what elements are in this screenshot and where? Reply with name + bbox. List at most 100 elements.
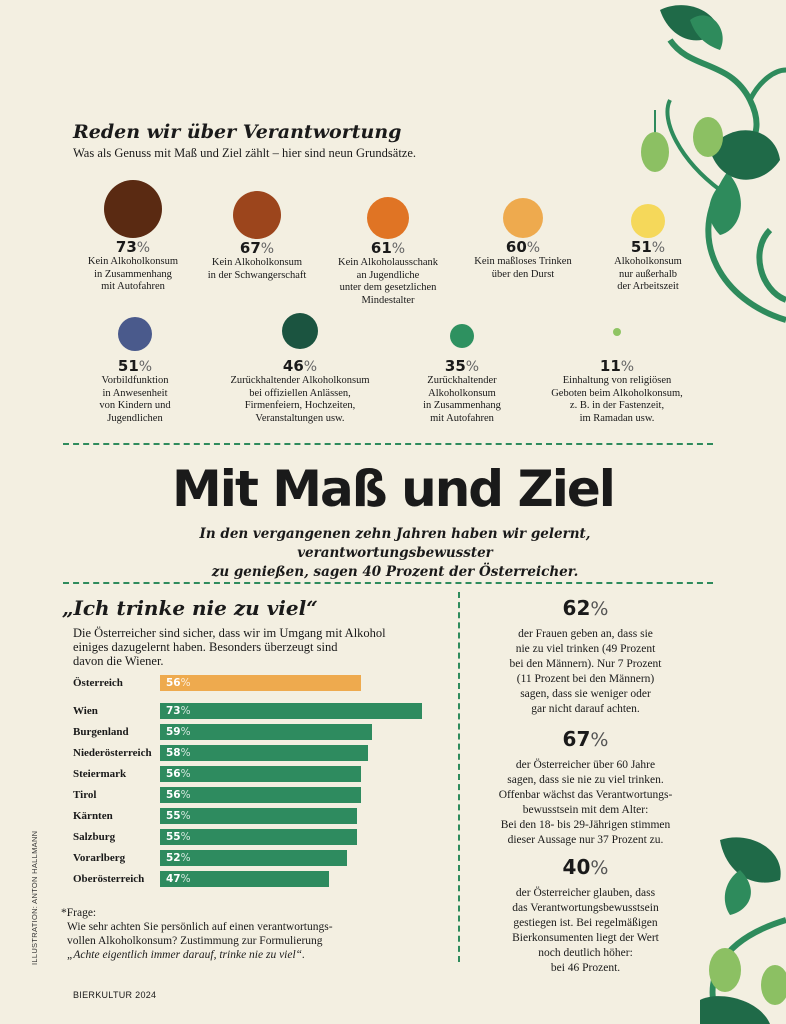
bar-value-label: 55% <box>166 810 191 822</box>
bar: 55% <box>160 829 358 845</box>
bar: 56% <box>160 787 361 803</box>
chart-title: „Ich trinke nie zu viel“ <box>62 596 318 620</box>
stat-block: 67% der Österreicher über 60 Jahre sagen,… <box>478 727 693 848</box>
principle-percent: 51% <box>117 357 153 375</box>
footnote: *Frage: Wie sehr achten Sie persönlich a… <box>61 906 387 962</box>
bar-value-label: 58% <box>166 747 191 759</box>
dashed-column-divider <box>458 592 460 962</box>
chart-intro: Die Österreicher sind sicher, dass wir i… <box>73 626 386 668</box>
lead-line: zu genießen, sagen 40 Prozent der Österr… <box>211 564 579 580</box>
bar-label: Burgenland <box>73 726 129 738</box>
bar-label: Niederösterreich <box>73 747 152 759</box>
footnote-quote: „Achte eigentlich immer darauf, trinke n… <box>67 949 305 961</box>
stat-text: der Österreicher glauben, dass das Verant… <box>512 887 659 974</box>
percentage-circle <box>282 313 318 349</box>
principle-item: 51% Vorbildfunktion in Anwesenheit von Kind… <box>50 317 220 425</box>
bar-value-label: 55% <box>166 831 191 843</box>
footnote-line: Wie sehr achten Sie persönlich auf einen… <box>67 921 333 933</box>
principle-description: Kein maßloses Trinken über den Durst <box>474 256 572 280</box>
principle-percent: 35% <box>444 357 480 375</box>
principle-description: Vorbildfunktion in Anwesenheit von Kindern… <box>99 375 171 424</box>
bar-row: Vorarlberg 52% <box>73 850 453 866</box>
bar-row: Österreich 56% <box>73 675 453 691</box>
bar: 58% <box>160 745 369 761</box>
stat-number: 62% <box>562 596 609 620</box>
principle-percent: 60% <box>505 238 541 256</box>
stat-text: der Österreicher über 60 Jahre sagen, das… <box>498 759 673 846</box>
bar-label: Oberösterreich <box>73 873 145 885</box>
bar-row: Tirol 56% <box>73 787 453 803</box>
bar-row: Oberösterreich 47% <box>73 871 453 887</box>
principle-item: 35% Zurückhaltender Alkoholkonsum in Zusamm… <box>377 324 547 425</box>
bar-label: Tirol <box>73 789 97 801</box>
bar-value-label: 56% <box>166 677 191 689</box>
bar-label: Österreich <box>73 677 123 689</box>
principle-percent: 11% <box>599 357 635 375</box>
bar-row: Steiermark 56% <box>73 766 453 782</box>
percentage-circle <box>631 204 665 238</box>
bar-value-label: 59% <box>166 726 191 738</box>
bar-row: Burgenland 59% <box>73 724 453 740</box>
percentage-circle <box>233 191 281 239</box>
folio: BIERKULTUR 2024 <box>73 990 157 1000</box>
bar-label: Steiermark <box>73 768 127 780</box>
bar: 52% <box>160 850 347 866</box>
principle-description: Kein Alkoholkonsum in Zusammenhang mit Aut… <box>87 256 179 292</box>
section-title: Reden wir über Verantwortung <box>73 121 402 143</box>
hop-vine-illustration-bottom <box>700 837 786 1024</box>
percentage-circle <box>613 328 621 336</box>
principle-item: 73% Kein Alkoholkonsum in Zusammenhang mit … <box>48 180 218 294</box>
principle-percent: 73% <box>115 238 151 256</box>
bar-label: Salzburg <box>73 831 116 843</box>
percentage-circle <box>367 197 409 239</box>
dashed-divider <box>63 443 713 445</box>
stat-block: 62% der Frauen geben an, dass sie nie zu … <box>478 596 693 717</box>
principle-percent: 46% <box>282 357 318 375</box>
lead-text: In den vergangenen zehn Jahren haben wir… <box>100 525 690 582</box>
percentage-circle <box>104 180 162 238</box>
footnote-label: *Frage: <box>61 907 97 919</box>
bar: 56% <box>160 766 361 782</box>
principle-item: 61% Kein Alkoholausschank an Jugendliche un… <box>303 197 473 307</box>
section-subtitle: Was als Genuss mit Maß und Ziel zählt – … <box>73 146 417 160</box>
bar-value-label: 56% <box>166 768 191 780</box>
principle-item: 11% Einhaltung von religiösen Geboten beim… <box>532 328 702 425</box>
principle-percent: 51% <box>630 238 666 256</box>
bar-row: Niederösterreich 58% <box>73 745 453 761</box>
bar-value-label: 47% <box>166 873 191 885</box>
bar-value-label: 73% <box>166 705 191 717</box>
bar-label: Kärnten <box>73 810 113 822</box>
principle-description: Kein Alkoholkonsum in der Schwangerschaft <box>207 257 307 281</box>
bar-label: Wien <box>73 705 98 717</box>
bar: 55% <box>160 808 358 824</box>
principle-description: Zurückhaltender Alkoholkonsum in Zusammenh… <box>423 375 501 424</box>
principle-description: Zurückhaltender Alkoholkonsum bei offizie… <box>230 375 370 424</box>
bar-value-label: 52% <box>166 852 191 864</box>
stat-number: 67% <box>562 727 609 751</box>
headline: Mit Maß und Ziel <box>172 460 616 518</box>
stat-number: 40% <box>562 855 609 879</box>
dashed-divider <box>63 582 713 584</box>
bar-row: Wien 73% <box>73 703 453 719</box>
principle-description: Kein Alkoholausschank an Jugendliche unter… <box>337 257 439 306</box>
bar-row: Kärnten 55% <box>73 808 453 824</box>
bar-row: Salzburg 55% <box>73 829 453 845</box>
percentage-circle <box>503 198 543 238</box>
principle-description: Alkoholkonsum nur außerhalb der Arbeitszei… <box>614 256 682 292</box>
bar-label: Vorarlberg <box>73 852 126 864</box>
bar: 59% <box>160 724 372 740</box>
principle-percent: 67% <box>239 239 275 257</box>
stat-text: der Frauen geben an, dass sie nie zu viel… <box>509 628 662 715</box>
bar-value-label: 56% <box>166 789 191 801</box>
lead-line: In den vergangenen zehn Jahren haben wir… <box>199 526 591 561</box>
bar: 73% <box>160 703 422 719</box>
principle-item: 67% Kein Alkoholkonsum in der Schwangersch… <box>172 191 342 282</box>
principle-item: 46% Zurückhaltender Alkoholkonsum bei offi… <box>215 313 385 425</box>
principle-description: Einhaltung von religiösen Geboten beim Al… <box>551 375 683 424</box>
stat-block: 40% der Österreicher glauben, dass das Ve… <box>478 855 693 976</box>
footnote-line: vollen Alkoholkonsum? Zustimmung zur For… <box>67 935 323 947</box>
bar: 47% <box>160 871 329 887</box>
illustration-credit: ILLUSTRATION: ANTON HALLMANN <box>30 830 39 965</box>
percentage-circle <box>118 317 152 351</box>
principle-item: 51% Alkoholkonsum nur außerhalb der Arbeits… <box>563 204 733 294</box>
